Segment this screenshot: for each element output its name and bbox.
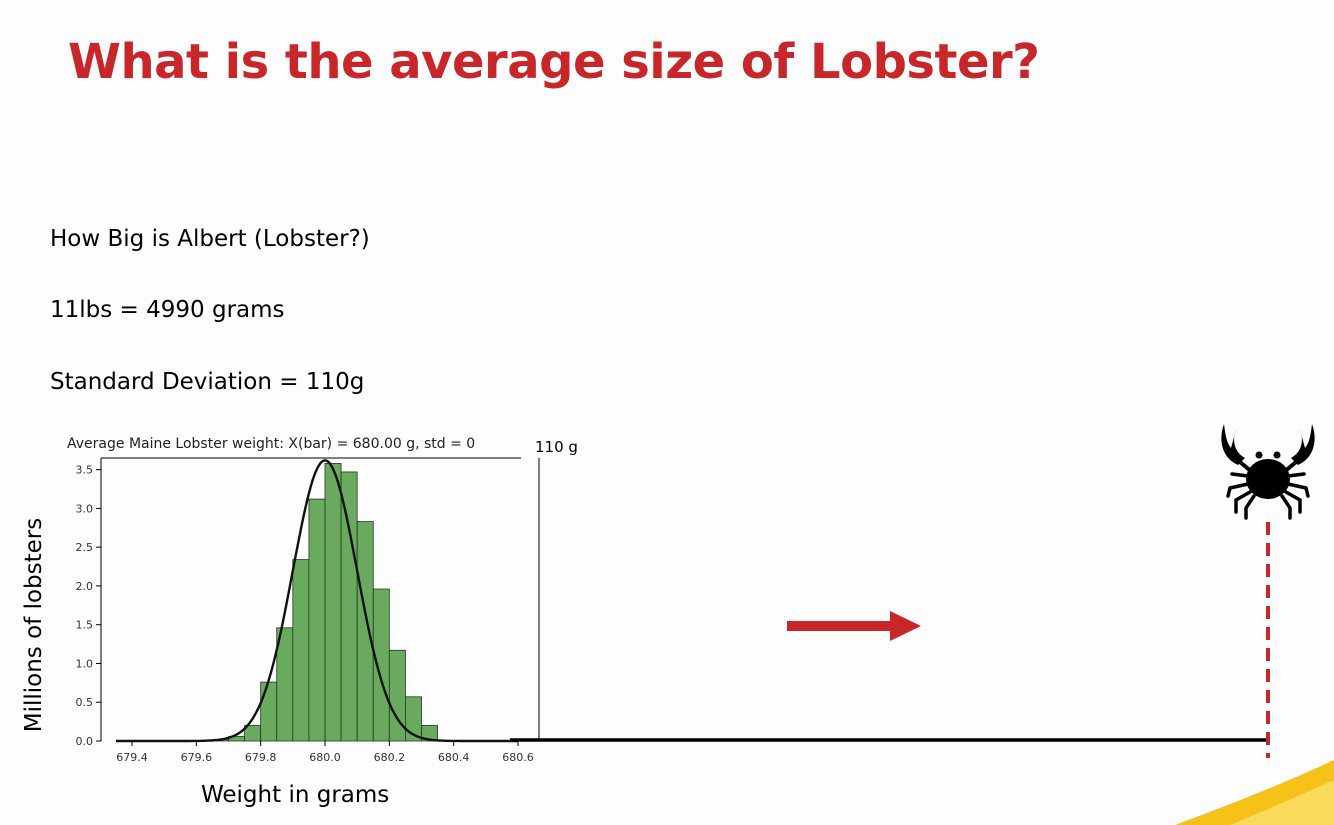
chart-title: Average Maine Lobster weight: X(bar) = 6… [67, 436, 476, 452]
y-tick-label: 0.5 [76, 696, 94, 709]
x-tick-label: 680.0 [309, 751, 341, 764]
slide-title: What is the average size of Lobster? [68, 34, 1040, 90]
x-tick-label: 680.4 [438, 751, 470, 764]
y-tick-label: 3.5 [76, 464, 94, 477]
histogram-bar [308, 498, 326, 742]
x-tick-label: 680.2 [374, 751, 406, 764]
corner-swoosh-light [1230, 780, 1334, 825]
histogram-bar [388, 649, 406, 742]
histogram-bar [372, 588, 390, 742]
right-arrow-icon [787, 611, 921, 641]
std-label: 110 g [535, 438, 578, 456]
y-ticks: 0.0 0.5 1.0 1.5 2.0 2.5 3.0 3.5 [76, 464, 101, 748]
x-axis-label: Weight in grams [201, 782, 390, 808]
crab-icon [1221, 424, 1315, 520]
x-tick-label: 680.6 [502, 751, 534, 764]
histogram-bar [405, 696, 422, 742]
histogram-bar [260, 681, 278, 742]
standard-deviation-text: Standard Deviation = 110g [50, 369, 365, 395]
y-tick-label: 2.5 [76, 541, 94, 554]
x-tick-label: 679.8 [245, 751, 277, 764]
y-tick-label: 0.0 [76, 735, 94, 748]
histogram-bar [421, 725, 438, 742]
y-tick-label: 1.0 [76, 657, 94, 670]
albert-weight: 11lbs = 4990 grams [50, 297, 285, 323]
normal-curve [115, 459, 518, 743]
y-tick-label: 3.0 [76, 502, 94, 515]
x-tick-label: 679.4 [116, 751, 148, 764]
y-tick-label: 2.0 [76, 580, 94, 593]
y-tick-label: 1.5 [76, 619, 94, 632]
histogram-bar [356, 521, 374, 742]
histogram-bars [212, 463, 438, 742]
albert-question: How Big is Albert (Lobster?) [50, 226, 370, 252]
histogram-bar [324, 463, 342, 742]
x-tick-label: 679.6 [181, 751, 213, 764]
histogram-bar [292, 559, 310, 742]
histogram-bar [340, 471, 358, 742]
x-ticks: 679.4 679.6 679.8 680.0 680.2 680.4 680.6 [116, 741, 534, 764]
